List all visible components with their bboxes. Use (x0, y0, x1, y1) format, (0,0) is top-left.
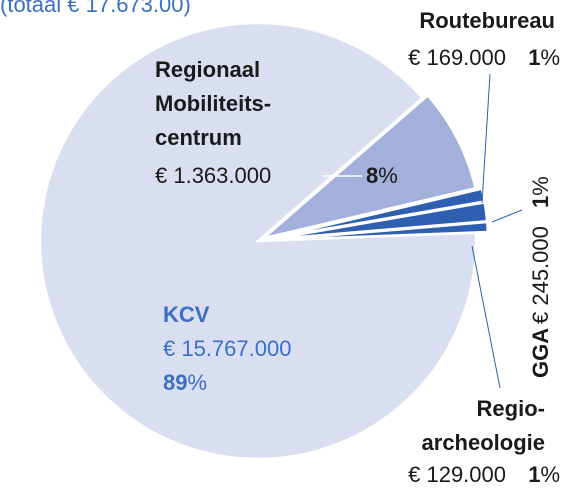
value-label: € 169.000 (408, 45, 506, 70)
value-label: € 245.000 (528, 226, 553, 324)
percent-label: 8% (366, 163, 398, 188)
slice-name: Regio- (477, 396, 545, 421)
percent-label: 1% (528, 176, 553, 208)
leader-line (471, 245, 501, 389)
value-label: € 15.767.000 (163, 336, 291, 361)
pie (38, 21, 490, 461)
slice-name: archeologie (422, 430, 545, 455)
gga-label: GGA € 245.000 1% (528, 176, 553, 378)
labels: KCV € 15.767.000 89% Regionaal Mobiliteits-c… (155, 8, 560, 487)
pie-slice (38, 21, 478, 461)
leader-line (481, 73, 491, 204)
pie-slice (262, 93, 478, 240)
chart-title: (totaal € 17.673.00) (0, 0, 191, 17)
slice-name: Mobiliteits- (155, 91, 271, 116)
slice-name: GGA (528, 328, 553, 378)
slice-name: Routebureau (419, 8, 555, 33)
slice-name: KCV (163, 302, 210, 327)
pie-slice (269, 220, 490, 242)
percent-label: 89% (163, 370, 207, 395)
leader-lines (471, 73, 523, 389)
slice-name: centrum (155, 125, 242, 150)
percent-label: 1% (528, 462, 560, 487)
value-label: € 129.000 (408, 462, 506, 487)
percent-label: 1% (528, 45, 560, 70)
slice-name: Regionaal (155, 57, 260, 82)
value-label: € 1.363.000 (155, 163, 271, 188)
leader-line (491, 209, 523, 223)
